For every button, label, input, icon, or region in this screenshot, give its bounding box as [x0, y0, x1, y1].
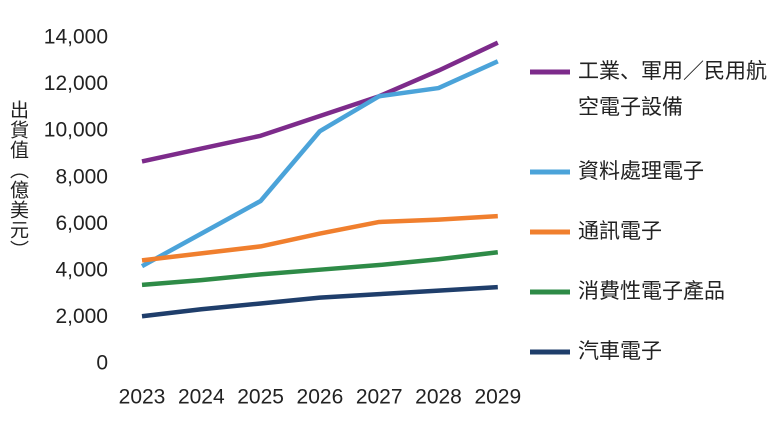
data-line: [141, 284, 498, 319]
x-tick-label: 2027: [356, 386, 403, 409]
legend-label: 資料處理電子: [578, 160, 704, 183]
x-tick-label: 2028: [415, 386, 462, 409]
y-tick-label: 12,000: [44, 72, 108, 95]
y-tick-label: 6,000: [55, 212, 108, 235]
x-tick-label: 2029: [474, 386, 521, 409]
y-axis-title: 出貨值（億美元）: [7, 100, 28, 260]
y-tick-label: 2,000: [55, 305, 108, 328]
data-line: [141, 213, 498, 263]
legend-label: 通訊電子: [578, 220, 662, 243]
data-line: [141, 249, 499, 288]
x-tick-label: 2024: [178, 386, 225, 409]
legend-label: 汽車電子: [578, 340, 662, 363]
x-tick-label: 2023: [119, 386, 166, 409]
x-tick-label: 2025: [237, 386, 284, 409]
legend-label: 工業、軍用／民用航空電子設備: [578, 60, 767, 119]
y-tick-label: 8,000: [55, 165, 108, 188]
legend-label: 消費性電子產品: [578, 280, 725, 303]
x-tick-label: 2026: [297, 386, 344, 409]
y-tick-label: 0: [96, 352, 108, 375]
y-tick-label: 14,000: [44, 26, 108, 49]
y-tick-label: 10,000: [44, 119, 108, 142]
data-line: [141, 40, 499, 164]
y-tick-label: 4,000: [55, 258, 108, 281]
data-line: [140, 59, 499, 269]
